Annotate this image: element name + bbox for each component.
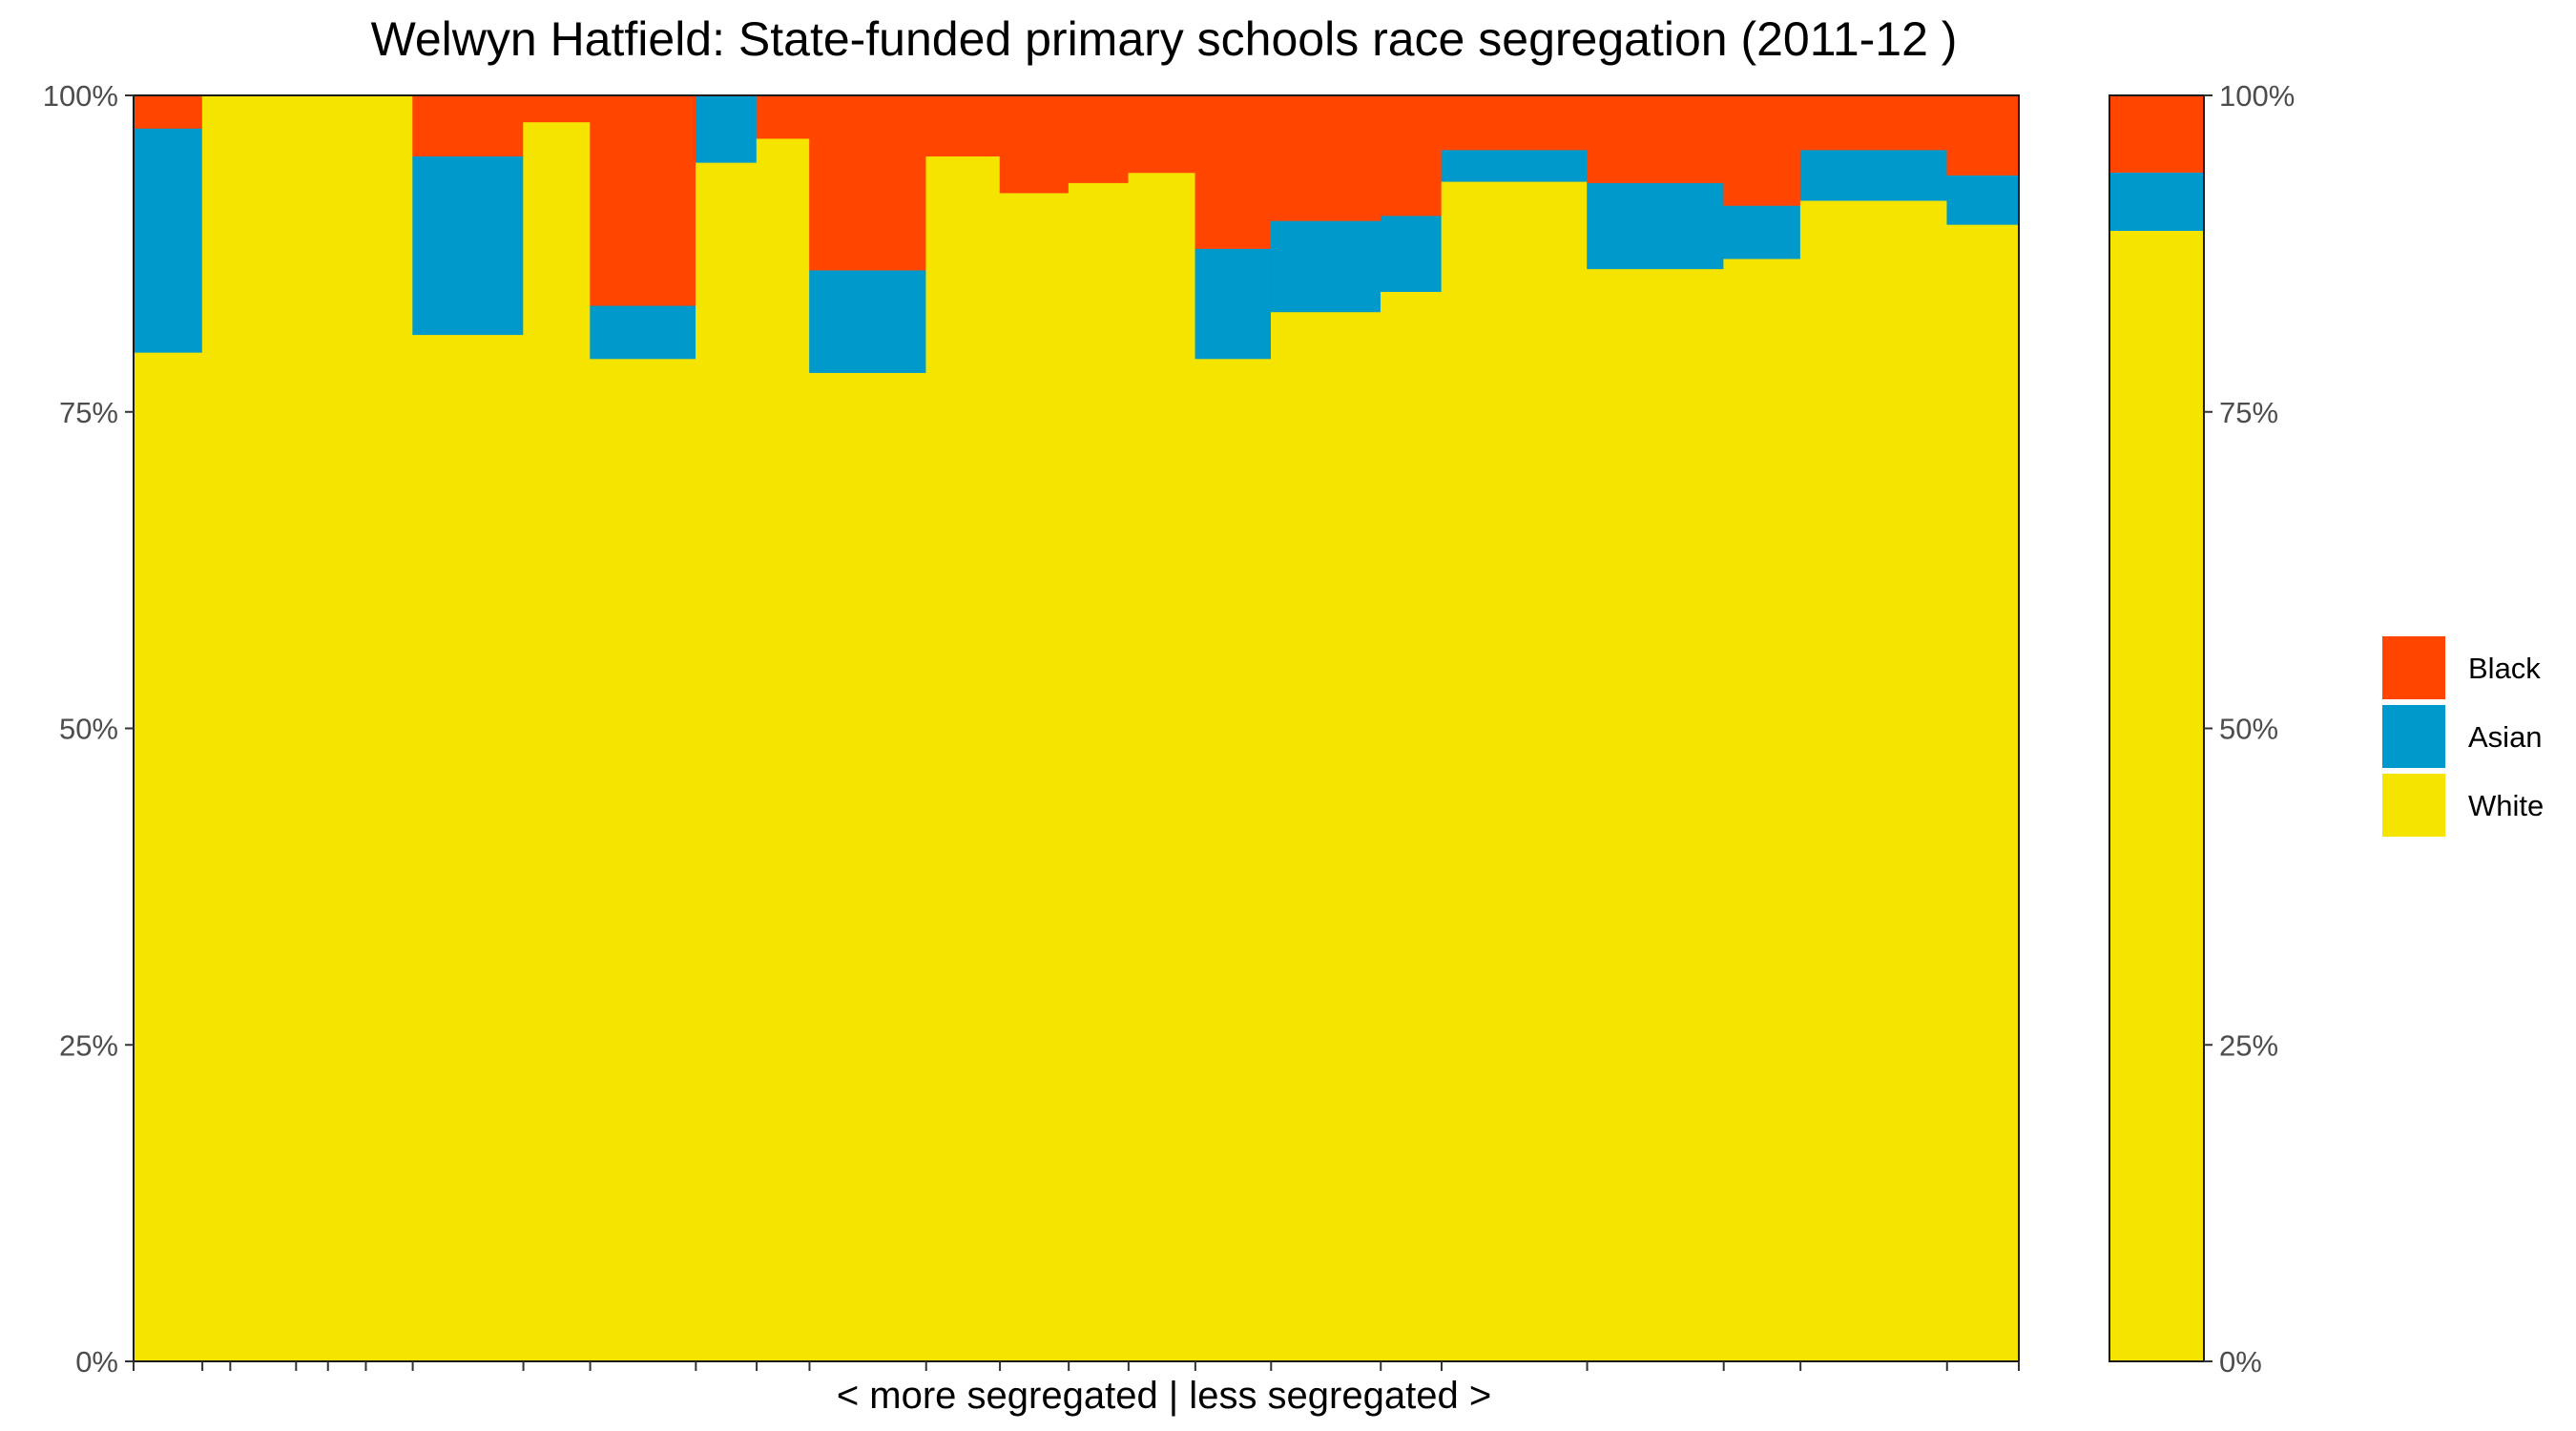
bar-20-black-segment xyxy=(1441,94,1588,151)
bar-19-asian-segment xyxy=(1380,215,1443,292)
overall-white-segment xyxy=(2109,230,2204,1361)
y-tick-label-left: 25% xyxy=(59,1028,118,1062)
overall-bar-panel xyxy=(2109,94,2205,1362)
y-tick-label-right: 75% xyxy=(2219,396,2278,429)
bar-18-white-segment xyxy=(1270,311,1381,1362)
bar-10-asian-segment xyxy=(696,94,758,163)
bar-1-black-segment xyxy=(133,94,203,129)
bar-24-white-segment xyxy=(1946,224,2020,1362)
bar-24-black-segment xyxy=(1946,94,2020,176)
bar-23-white-segment xyxy=(1799,199,1948,1362)
bar-7-white-segment xyxy=(412,334,524,1362)
bar-21-black-segment xyxy=(1587,94,1724,183)
bar-8-white-segment xyxy=(523,121,591,1362)
bar-9-asian-segment xyxy=(590,304,696,360)
overall-black-segment xyxy=(2109,95,2204,173)
legend: Black Asian White xyxy=(2382,636,2544,837)
y-tick-label-left: 50% xyxy=(59,713,118,746)
bar-16-black-segment xyxy=(1128,94,1196,174)
bar-24-asian-segment xyxy=(1946,175,2020,225)
legend-swatch-black xyxy=(2382,636,2445,699)
bar-13-black-segment xyxy=(925,94,1001,156)
legend-label-asian: Asian xyxy=(2468,720,2543,754)
y-tick-label-left: 100% xyxy=(43,79,118,113)
bar-12-asian-segment xyxy=(809,269,927,373)
bar-5-white-segment xyxy=(327,94,366,1362)
x-axis-label: < more segregated | less segregated > xyxy=(837,1375,1491,1417)
bar-18-black-segment xyxy=(1270,94,1381,221)
y-tick-label-left: 0% xyxy=(75,1345,118,1379)
bar-21-white-segment xyxy=(1587,268,1724,1362)
legend-label-black: Black xyxy=(2468,652,2541,685)
bar-17-white-segment xyxy=(1195,358,1272,1362)
bar-10-white-segment xyxy=(696,162,758,1362)
bar-1-asian-segment xyxy=(133,128,203,353)
y-tick-label-right: 50% xyxy=(2219,713,2278,746)
bar-2-white-segment xyxy=(201,94,231,1362)
bar-11-black-segment xyxy=(756,94,810,139)
chart-title: Welwyn Hatfield: State-funded primary sc… xyxy=(371,12,1958,66)
bar-19-black-segment xyxy=(1380,94,1443,217)
axes: 0% 0% 25% 25% 50% 50% 75% 75% 100% 100% xyxy=(43,79,2296,1379)
bar-12-black-segment xyxy=(809,94,927,271)
bar-16-white-segment xyxy=(1128,172,1196,1362)
y-tick-label-right: 0% xyxy=(2219,1345,2262,1379)
bar-15-white-segment xyxy=(1068,182,1130,1362)
bar-6-white-segment xyxy=(365,94,413,1362)
bar-22-white-segment xyxy=(1723,258,1801,1362)
bar-17-black-segment xyxy=(1195,94,1272,249)
plot-area xyxy=(133,94,2020,1362)
legend-swatch-white xyxy=(2382,774,2445,837)
bar-22-black-segment xyxy=(1723,94,1801,206)
bar-11-white-segment xyxy=(756,137,810,1362)
bar-23-black-segment xyxy=(1799,94,1948,151)
y-tick-label-left: 75% xyxy=(59,396,118,429)
bar-20-asian-segment xyxy=(1441,149,1588,182)
legend-label-white: White xyxy=(2468,789,2544,822)
y-tick-label-right: 25% xyxy=(2219,1028,2278,1062)
bar-7-asian-segment xyxy=(412,156,524,336)
bar-9-white-segment xyxy=(590,358,696,1362)
bar-22-asian-segment xyxy=(1723,205,1801,259)
bar-20-white-segment xyxy=(1441,180,1588,1362)
bar-3-white-segment xyxy=(230,94,297,1362)
bar-14-white-segment xyxy=(999,192,1070,1362)
bar-12-white-segment xyxy=(809,372,927,1362)
bar-18-asian-segment xyxy=(1270,220,1381,313)
bar-8-black-segment xyxy=(523,94,591,123)
bar-21-asian-segment xyxy=(1587,182,1724,270)
bar-13-white-segment xyxy=(925,156,1001,1362)
bar-1-white-segment xyxy=(133,352,203,1362)
bar-23-asian-segment xyxy=(1799,149,1948,201)
bar-7-black-segment xyxy=(412,94,524,156)
bar-4-white-segment xyxy=(296,94,329,1362)
bar-9-black-segment xyxy=(590,94,696,306)
legend-swatch-asian xyxy=(2382,705,2445,768)
bar-17-asian-segment xyxy=(1195,248,1272,360)
bar-14-black-segment xyxy=(999,94,1070,194)
overall-asian-segment xyxy=(2109,172,2204,231)
y-tick-label-right: 100% xyxy=(2219,79,2295,113)
bar-15-black-segment xyxy=(1068,94,1130,183)
bar-19-white-segment xyxy=(1380,291,1443,1362)
